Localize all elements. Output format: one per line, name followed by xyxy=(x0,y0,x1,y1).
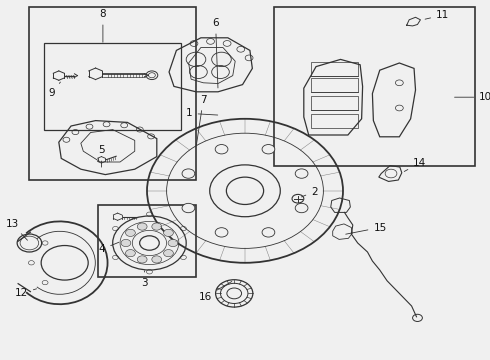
Text: 16: 16 xyxy=(198,282,232,302)
Text: 1: 1 xyxy=(186,108,218,118)
Circle shape xyxy=(137,256,147,263)
Text: 11: 11 xyxy=(425,10,449,20)
Circle shape xyxy=(292,194,304,203)
Circle shape xyxy=(182,169,195,178)
Circle shape xyxy=(140,236,159,250)
Text: 13: 13 xyxy=(5,219,27,240)
Bar xyxy=(311,62,358,76)
Text: 2: 2 xyxy=(301,186,318,197)
Circle shape xyxy=(226,177,264,204)
Text: 15: 15 xyxy=(346,222,387,234)
Text: 8: 8 xyxy=(99,9,106,42)
Bar xyxy=(44,43,181,130)
Circle shape xyxy=(152,223,162,230)
Bar xyxy=(311,96,358,110)
Circle shape xyxy=(262,145,275,154)
Bar xyxy=(311,78,358,92)
Circle shape xyxy=(215,228,228,237)
Text: 6: 6 xyxy=(212,18,219,88)
Text: 5: 5 xyxy=(98,145,105,167)
Circle shape xyxy=(262,228,275,237)
Circle shape xyxy=(137,223,147,230)
Text: 4: 4 xyxy=(98,242,119,254)
Circle shape xyxy=(164,229,173,237)
Circle shape xyxy=(295,169,308,178)
Text: 14: 14 xyxy=(404,158,426,171)
Text: 3: 3 xyxy=(141,271,148,288)
Bar xyxy=(311,114,358,128)
Text: 10: 10 xyxy=(455,92,490,102)
Text: 12: 12 xyxy=(15,288,37,298)
Text: 9: 9 xyxy=(48,82,60,98)
Bar xyxy=(29,7,196,180)
Circle shape xyxy=(125,229,135,237)
Circle shape xyxy=(227,288,242,299)
Bar xyxy=(98,205,196,277)
Circle shape xyxy=(125,249,135,257)
Text: 7: 7 xyxy=(196,95,207,145)
Circle shape xyxy=(121,239,131,247)
Circle shape xyxy=(152,256,162,263)
Bar xyxy=(274,7,475,166)
Circle shape xyxy=(164,249,173,257)
Circle shape xyxy=(215,145,228,154)
Circle shape xyxy=(295,203,308,213)
Circle shape xyxy=(182,203,195,213)
Circle shape xyxy=(168,239,178,247)
